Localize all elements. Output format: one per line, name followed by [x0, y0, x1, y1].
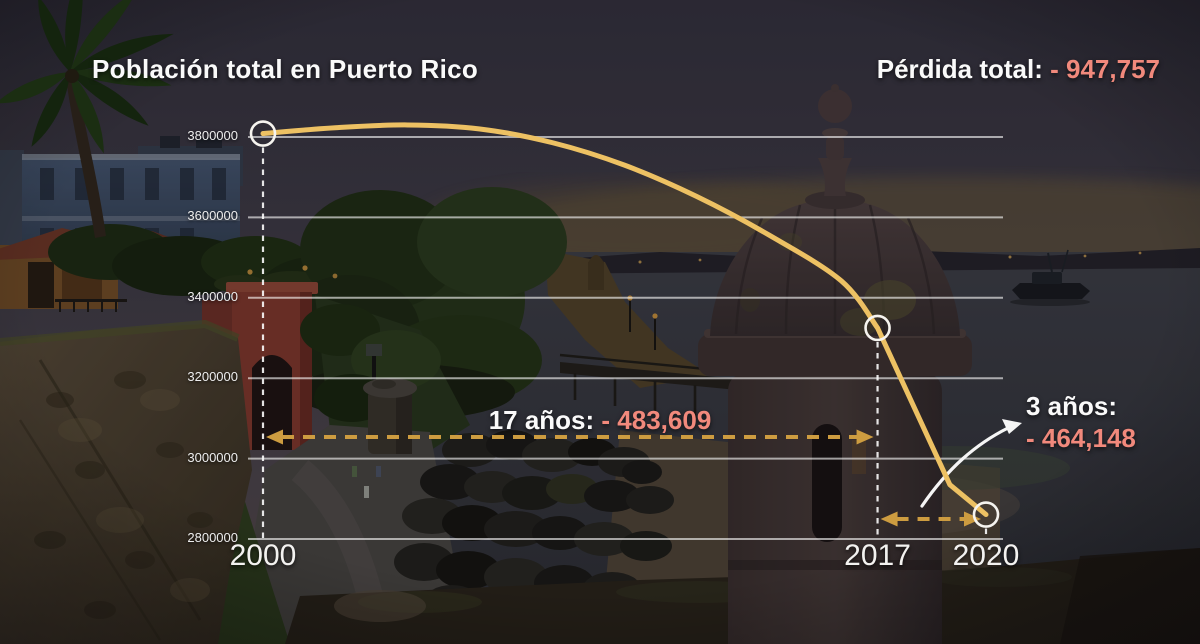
curved-arrow-icon — [920, 426, 1010, 508]
total-loss-value: - 947,757 — [1050, 54, 1160, 84]
y-axis-tick-label: 3800000 — [187, 128, 238, 143]
y-axis-tick-label: 3400000 — [187, 288, 238, 304]
annotation-3-years-label: 3 años: — [1026, 391, 1118, 421]
x-axis-tick-label: 2000 — [229, 539, 297, 572]
annotation-3-years: 3 años: - 464,148 — [1026, 390, 1136, 454]
total-loss-label: Pérdida total: — [876, 54, 1043, 84]
chart-title: Población total en Puerto Rico — [92, 54, 479, 84]
span-3-years-arrow-left-arrowhead-icon — [880, 511, 898, 527]
span-17-years-arrow-right-arrowhead-icon — [856, 429, 874, 445]
x-axis-tick-label: 2020 — [952, 539, 1020, 572]
curved-arrowhead-icon — [1002, 419, 1022, 434]
annotation-17-years: 17 años: - 483,609 — [380, 405, 820, 436]
y-axis-tick-label: 3200000 — [187, 369, 238, 385]
data-point-marker — [972, 501, 1000, 528]
data-point-marker — [864, 314, 891, 342]
annotation-3-years-value: - 464,148 — [1026, 423, 1136, 453]
y-axis-tick-label: 3000000 — [187, 449, 238, 465]
span-17-years-arrow-left-arrowhead-icon — [266, 429, 283, 445]
annotation-17-years-value: - 483,609 — [601, 405, 712, 435]
data-point-marker — [249, 120, 277, 147]
palm-tree — [0, 0, 174, 238]
annotation-17-years-label: 17 años: — [488, 405, 595, 435]
span-3-years-arrow-right-arrowhead-icon — [964, 511, 981, 527]
total-loss: Pérdida total: - 947,757 — [877, 54, 1160, 85]
population-trend-line — [260, 122, 989, 518]
y-axis-tick-label: 3600000 — [187, 208, 238, 224]
x-axis-tick-label: 2017 — [844, 539, 911, 572]
y-axis-tick-label: 2800000 — [187, 530, 238, 545]
